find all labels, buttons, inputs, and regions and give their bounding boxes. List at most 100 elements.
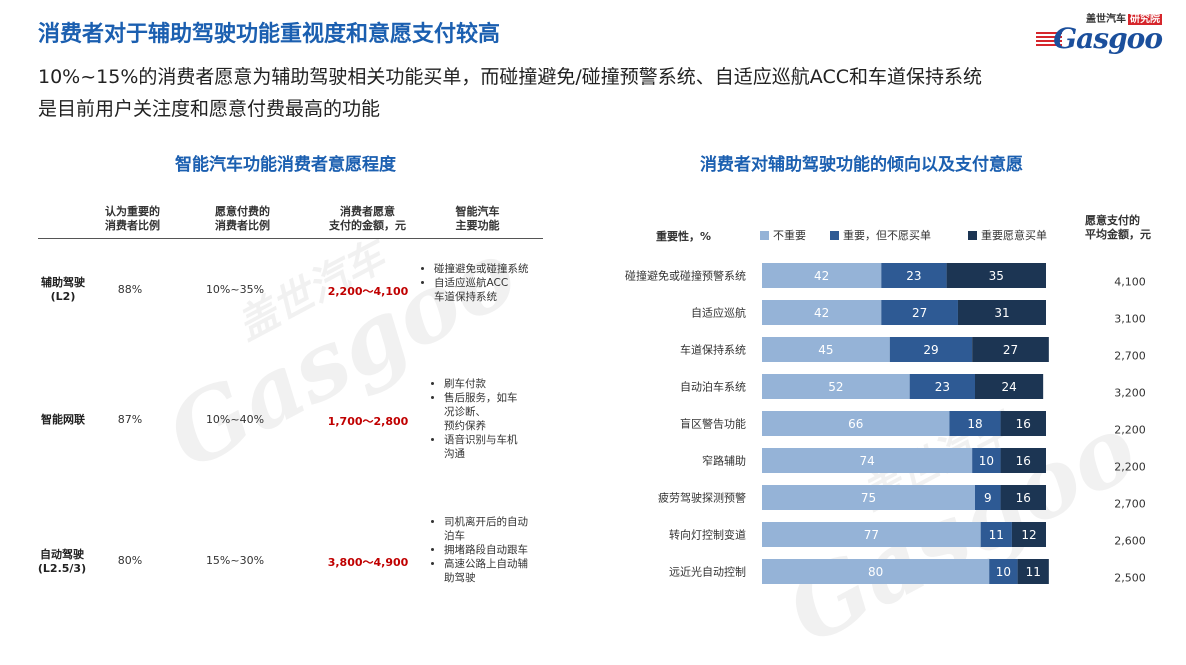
row-connected-willing: 10%~40% bbox=[205, 413, 265, 426]
row-l2-amount: 2,200～4,100 bbox=[327, 285, 409, 298]
legend-item-1: 重要，但不愿买单 bbox=[830, 227, 931, 243]
logo-cn-text: 盖世汽车 研究院 bbox=[1086, 14, 1162, 25]
row-autonomous-amount: 3,800～4,900 bbox=[327, 556, 409, 569]
bar-segment-1 bbox=[909, 374, 975, 399]
legend-item-0: 不重要 bbox=[760, 227, 806, 243]
bar-segment-2 bbox=[1011, 522, 1046, 547]
bar-value-label: 9 bbox=[984, 491, 992, 505]
legend-swatch-0 bbox=[760, 230, 769, 240]
bar-value-label: 66 bbox=[848, 417, 863, 431]
page-title: 消费者对于辅助驾驶功能重视度和意愿支付较高 bbox=[38, 22, 501, 47]
bar-value-label: 10 bbox=[996, 565, 1011, 579]
bar-value-label: 42 bbox=[814, 269, 829, 283]
legend-swatch-1 bbox=[830, 230, 839, 240]
row-autonomous-willing: 15%~30% bbox=[205, 554, 265, 567]
category-label: 碰撞避免或碰撞预警系统 bbox=[625, 269, 746, 283]
bar-segment-0 bbox=[762, 263, 882, 288]
bar-segment-0 bbox=[762, 559, 990, 584]
bar-value-label: 11 bbox=[989, 528, 1004, 542]
bar-segment-2 bbox=[972, 337, 1049, 362]
row-name-l2: 辅助驾驶 (L2) bbox=[41, 276, 85, 303]
legend-item-2: 重要愿意买单 bbox=[968, 227, 1047, 243]
category-label: 自动泊车系统 bbox=[680, 380, 746, 394]
bar-segment-1 bbox=[881, 300, 958, 325]
bar-value-label: 27 bbox=[912, 306, 927, 320]
bar-segment-2 bbox=[946, 263, 1046, 288]
bar-segment-0 bbox=[762, 448, 973, 473]
bar-segment-1 bbox=[972, 448, 1001, 473]
bar-segment-2 bbox=[975, 374, 1044, 399]
logo-wordmark: Gasgoo bbox=[1053, 22, 1163, 55]
avg-payment-value: 2,700 bbox=[1114, 498, 1146, 511]
category-label: 盲区警告功能 bbox=[680, 417, 746, 431]
avg-payment-value: 3,200 bbox=[1114, 387, 1146, 400]
bar-value-label: 42 bbox=[814, 306, 829, 320]
stacked-bar-chart: 碰撞避免或碰撞预警系统 42 23 35 4,100 自适应巡航 42 27 31 3,100 车道… bbox=[625, 263, 1146, 585]
avg-payment-value: 3,100 bbox=[1114, 313, 1146, 326]
row-name-connected: 智能网联 bbox=[41, 413, 85, 426]
bar-segment-2 bbox=[1000, 448, 1046, 473]
bar-segment-2 bbox=[957, 300, 1046, 325]
row-name-autonomous: 自动驾驶 (L2.5/3) bbox=[37, 548, 87, 575]
bar-value-label: 16 bbox=[1016, 491, 1031, 505]
bar-value-label: 23 bbox=[935, 380, 950, 394]
row-l2-important: 88% bbox=[117, 283, 143, 296]
bar-segment-0 bbox=[762, 411, 950, 436]
header-important: 认为重要的 消费者比例 bbox=[105, 205, 160, 232]
bar-value-label: 29 bbox=[923, 343, 938, 357]
avg-payment-value: 2,200 bbox=[1114, 461, 1146, 474]
left-section-title: 智能汽车功能消费者意愿程度 bbox=[175, 155, 396, 175]
bar-value-label: 80 bbox=[868, 565, 883, 579]
subtitle-line-2: 是目前用户关注度和愿意付费最高的功能 bbox=[38, 98, 381, 120]
row-l2-features: 碰撞避免或碰撞系统 自适应巡航ACC 车道保持系统 bbox=[420, 262, 550, 304]
category-label: 自适应巡航 bbox=[691, 306, 746, 320]
bar-value-label: 12 bbox=[1021, 528, 1036, 542]
bar-value-label: 10 bbox=[979, 454, 994, 468]
bar-value-label: 18 bbox=[967, 417, 982, 431]
bar-value-label: 52 bbox=[828, 380, 843, 394]
row-connected-important: 87% bbox=[117, 413, 143, 426]
bar-value-label: 31 bbox=[994, 306, 1009, 320]
bar-value-label: 23 bbox=[906, 269, 921, 283]
bar-segment-0 bbox=[762, 522, 981, 547]
bar-segment-2 bbox=[1000, 485, 1046, 510]
row-connected-features: 刷车付款 售后服务，如车 况诊断、 预约保养 语音识别与车机 沟通 bbox=[430, 377, 550, 461]
bar-value-label: 16 bbox=[1016, 454, 1031, 468]
bar-segment-1 bbox=[949, 411, 1001, 436]
category-label: 车道保持系统 bbox=[680, 343, 746, 357]
row-connected-amount: 1,700～2,800 bbox=[327, 415, 409, 428]
header-amount: 消费者愿意 支付的金额，元 bbox=[329, 205, 406, 232]
row-autonomous-features: 司机离开后的自动 泊车 拥堵路段自动跟车 高速公路上自动辅 助驾驶 bbox=[430, 515, 550, 585]
bar-value-label: 77 bbox=[864, 528, 879, 542]
bar-segment-0 bbox=[762, 485, 975, 510]
bar-value-label: 35 bbox=[989, 269, 1004, 283]
category-label: 疲劳驾驶探测预警 bbox=[658, 491, 746, 505]
bar-value-label: 27 bbox=[1003, 343, 1018, 357]
header-willing: 愿意付费的 消费者比例 bbox=[215, 205, 270, 232]
avg-payment-header: 愿意支付的 平均金额，元 bbox=[1085, 214, 1151, 241]
gasgoo-logo: 盖世汽车 研究院 Gasgoo bbox=[1026, 8, 1166, 56]
legend-swatch-2 bbox=[968, 230, 977, 240]
chart-axis-label: 重要性，% bbox=[656, 230, 712, 243]
bar-segment-2 bbox=[1017, 559, 1049, 584]
bar-value-label: 16 bbox=[1016, 417, 1031, 431]
avg-payment-value: 2,600 bbox=[1114, 535, 1146, 548]
bar-segment-0 bbox=[762, 300, 882, 325]
bar-segment-1 bbox=[989, 559, 1018, 584]
avg-payment-value: 2,500 bbox=[1114, 572, 1146, 585]
category-label: 窄路辅助 bbox=[702, 454, 746, 468]
table-header-rule bbox=[38, 238, 543, 239]
bar-value-label: 45 bbox=[818, 343, 833, 357]
avg-payment-value: 4,100 bbox=[1114, 276, 1146, 289]
bar-value-label: 75 bbox=[861, 491, 876, 505]
chart-title: 消费者对辅助驾驶功能的倾向以及支付意愿 bbox=[700, 155, 1023, 175]
bar-value-label: 74 bbox=[859, 454, 874, 468]
bar-segment-0 bbox=[762, 337, 890, 362]
header-function: 智能汽车 主要功能 bbox=[455, 205, 500, 232]
bar-segment-1 bbox=[975, 485, 1001, 510]
bar-segment-1 bbox=[881, 263, 947, 288]
bar-segment-1 bbox=[980, 522, 1012, 547]
avg-payment-value: 2,700 bbox=[1114, 350, 1146, 363]
bar-value-label: 24 bbox=[1001, 380, 1016, 394]
subtitle-line-1: 10%~15%的消费者愿意为辅助驾驶相关功能买单，而碰撞避免/碰撞预警系统、自适… bbox=[38, 66, 982, 88]
